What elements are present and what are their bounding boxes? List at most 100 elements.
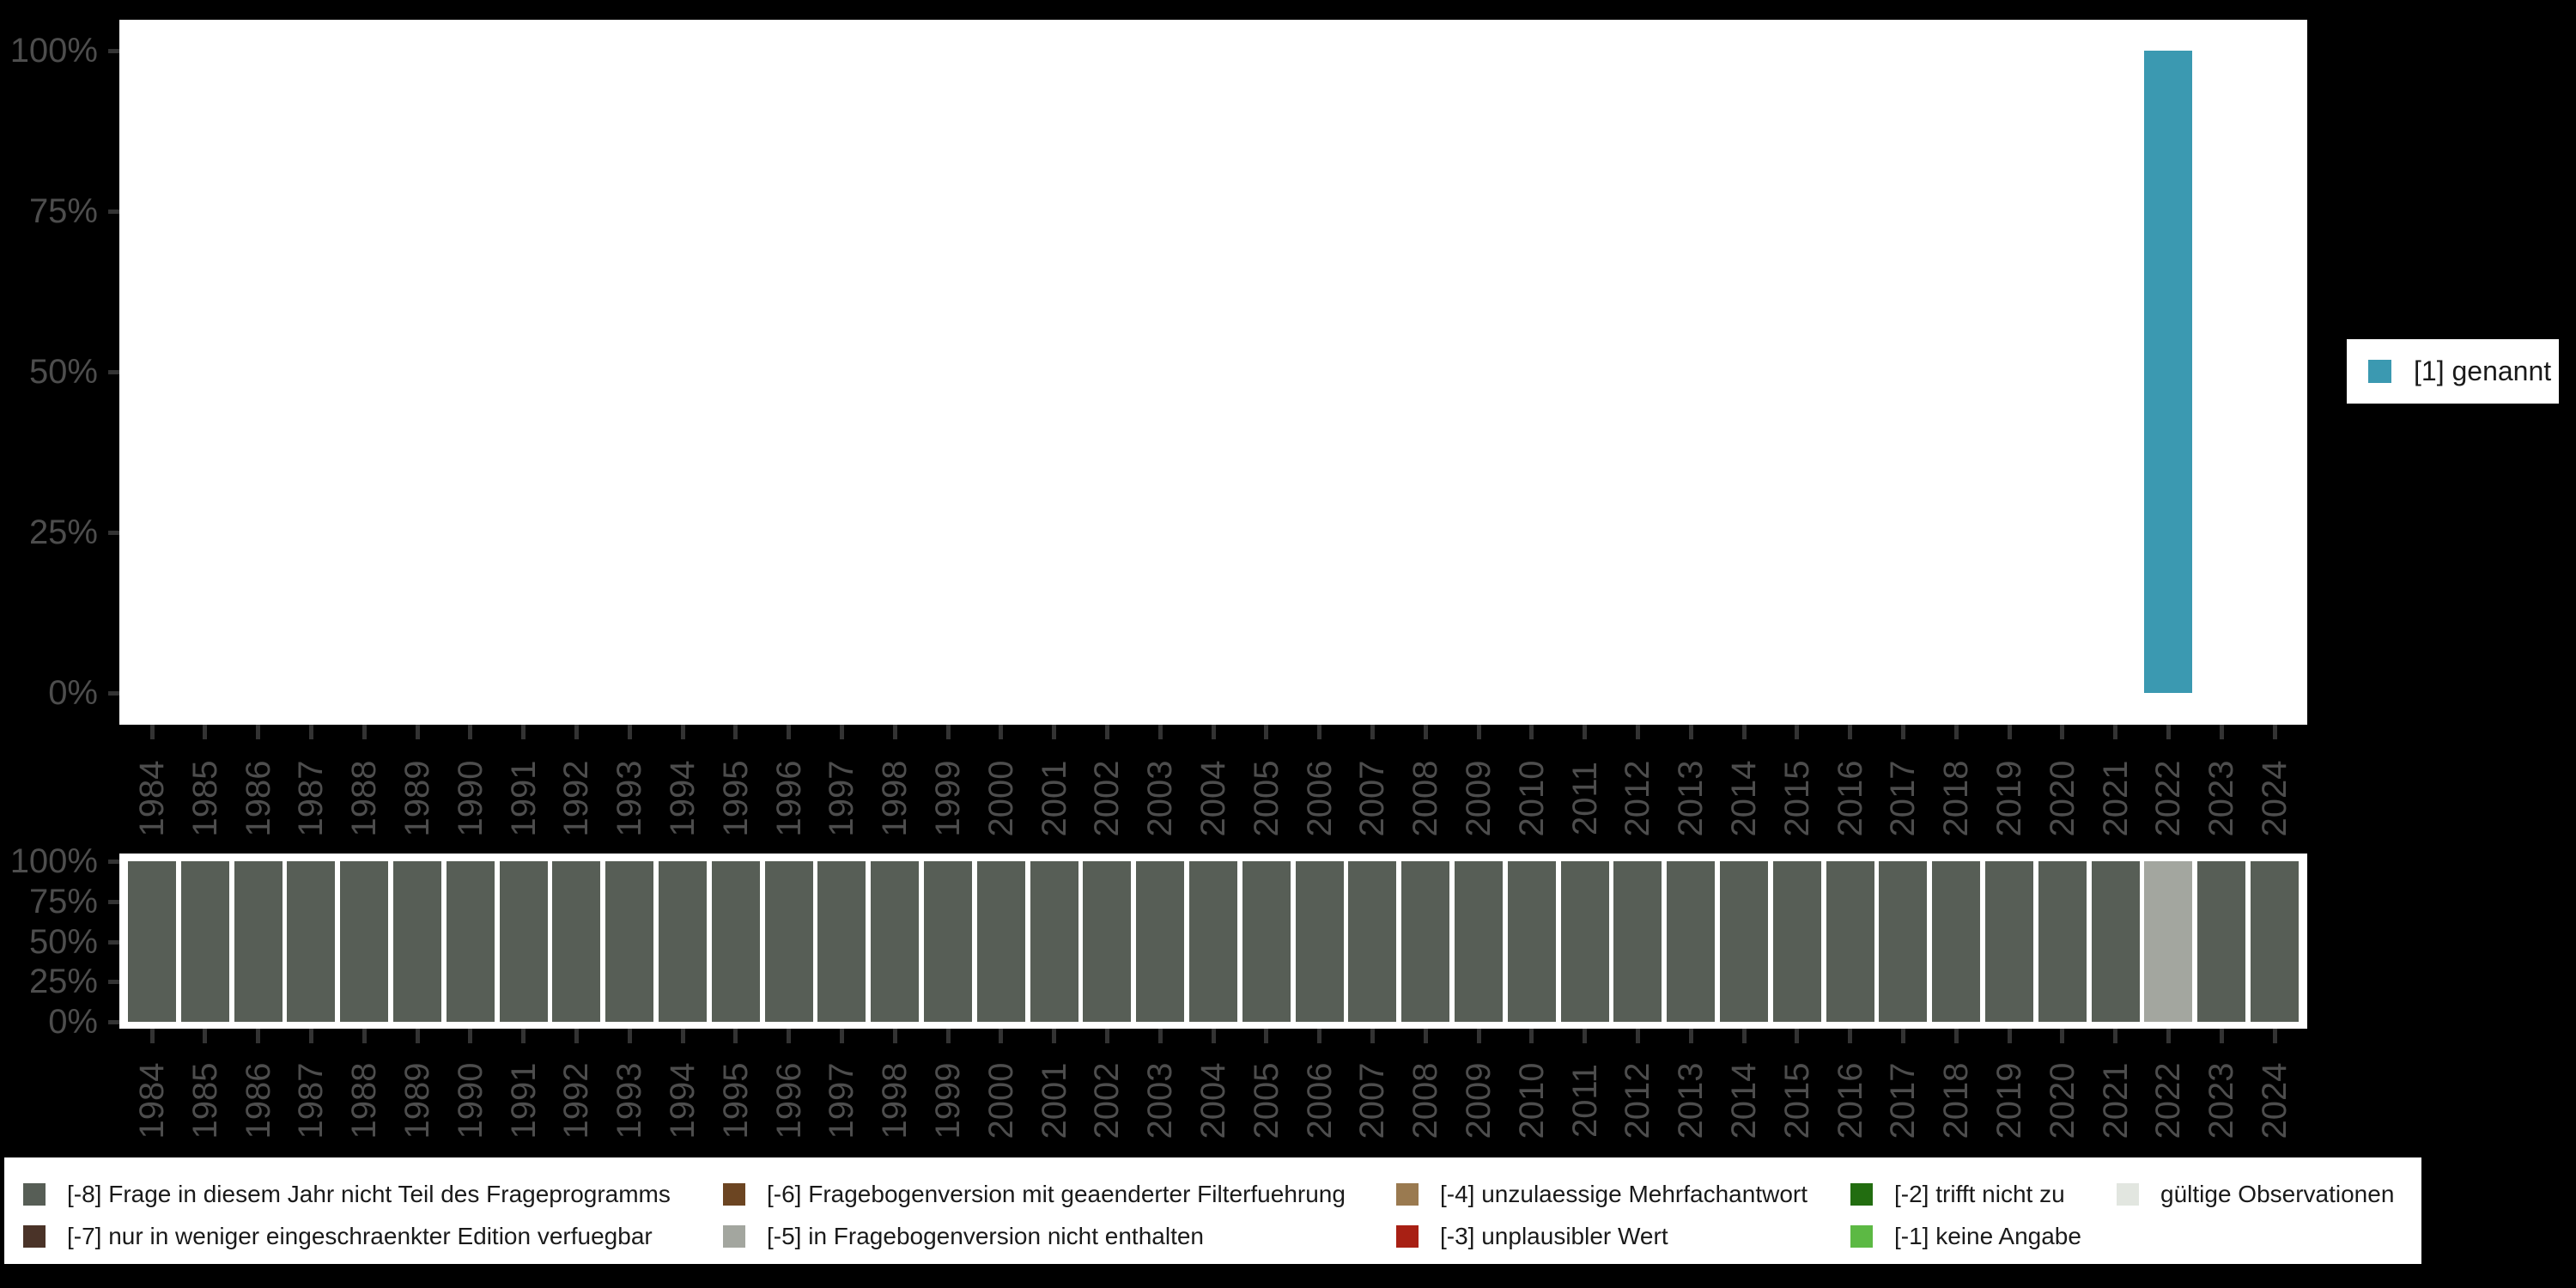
x-tick [2113, 725, 2118, 739]
x-tick-label: 2016 [1831, 760, 1869, 837]
x-tick [999, 1029, 1004, 1043]
missing-bar-2019 [1985, 861, 2033, 1022]
x-tick [733, 725, 738, 739]
x-tick-label: 2002 [1088, 760, 1127, 837]
legend-swatch--6 [723, 1183, 745, 1206]
x-tick-label: 2012 [1619, 1062, 1657, 1139]
x-tick-label: 1986 [239, 760, 277, 837]
legend-swatch--5 [723, 1225, 745, 1248]
x-tick [256, 725, 261, 739]
y-tick-label: 25% [28, 513, 98, 551]
x-tick [256, 1029, 261, 1043]
legend-item--5: [-5] in Fragebogenversion nicht enthalte… [723, 1223, 1204, 1249]
x-tick-label: 2010 [1512, 760, 1551, 837]
x-tick-label: 2023 [2202, 1062, 2241, 1139]
legend-swatch--1 [1850, 1225, 1873, 1248]
x-tick [892, 1029, 897, 1043]
x-tick [1953, 725, 1959, 739]
x-tick [1476, 725, 1481, 739]
x-tick [733, 1029, 738, 1043]
x-tick-label: 2017 [1884, 1062, 1923, 1139]
missing-bar-1991 [499, 861, 548, 1022]
missing-bar-2009 [1455, 861, 1503, 1022]
x-tick [574, 725, 579, 739]
y-tick [108, 370, 119, 374]
x-tick-label: 2009 [1460, 1062, 1498, 1139]
x-tick [892, 725, 897, 739]
legend-item--3: [-3] unplausibler Wert [1396, 1223, 1668, 1249]
missing-bar-1986 [234, 861, 283, 1022]
x-tick [203, 1029, 208, 1043]
x-tick-label: 2019 [1990, 760, 2028, 837]
x-tick [1052, 725, 1057, 739]
x-tick-label: 2021 [2096, 1062, 2135, 1139]
missing-bar-2010 [1507, 861, 1556, 1022]
x-tick-label: 1999 [929, 760, 967, 837]
x-tick-label: 2003 [1141, 1062, 1180, 1139]
x-tick-label: 1992 [557, 1062, 596, 1139]
top-chart-panel [119, 20, 2307, 725]
missing-bar-1988 [340, 861, 389, 1022]
y-tick-label: 100% [9, 32, 98, 70]
x-tick [1211, 1029, 1216, 1043]
missing-bar-2023 [2197, 861, 2246, 1022]
x-tick [1157, 1029, 1163, 1043]
x-tick-label: 1992 [557, 760, 596, 837]
x-tick-label: 2011 [1565, 1064, 1604, 1139]
x-tick-label: 2023 [2202, 760, 2241, 837]
missing-bar-1990 [446, 861, 495, 1022]
y-tick-label: 25% [28, 963, 98, 1000]
missing-bar-2020 [2038, 861, 2087, 1022]
x-tick [1211, 725, 1216, 739]
x-tick [149, 725, 155, 739]
legend-label-valid: gültige Observationen [2160, 1181, 2395, 1207]
x-tick-label: 1998 [876, 760, 914, 837]
x-tick [787, 725, 792, 739]
x-tick [1900, 1029, 1905, 1043]
x-tick-label: 2014 [1725, 1062, 1763, 1139]
x-tick [1635, 725, 1640, 739]
missing-bar-2003 [1136, 861, 1185, 1022]
bar-2022 [2144, 51, 2193, 693]
missing-bar-1998 [871, 861, 920, 1022]
x-tick-label: 1990 [451, 1062, 489, 1139]
x-tick-label: 2011 [1565, 762, 1604, 836]
x-tick-label: 1987 [292, 760, 331, 837]
x-tick-label: 2019 [1990, 1062, 2028, 1139]
missing-bar-1989 [393, 861, 441, 1022]
y-tick [108, 691, 119, 696]
y-tick [108, 531, 119, 535]
x-tick-label: 2007 [1353, 1062, 1392, 1139]
y-tick-label: 75% [28, 192, 98, 230]
missing-bar-2001 [1030, 861, 1078, 1022]
x-tick-label: 1994 [664, 1062, 702, 1139]
x-tick [1317, 1029, 1322, 1043]
y-tick [108, 980, 119, 984]
x-tick [787, 1029, 792, 1043]
missing-bar-2015 [1772, 861, 1821, 1022]
missing-bar-2016 [1826, 861, 1874, 1022]
missing-bar-1996 [764, 861, 813, 1022]
y-tick-label: 100% [9, 842, 98, 880]
missing-bar-1987 [287, 861, 336, 1022]
x-tick [1104, 725, 1109, 739]
x-tick [1741, 1029, 1747, 1043]
legend-label--5: [-5] in Fragebogenversion nicht enthalte… [767, 1223, 1204, 1249]
y-tick [108, 860, 119, 864]
missing-bar-2017 [1879, 861, 1928, 1022]
x-tick [308, 1029, 313, 1043]
x-tick-label: 2002 [1088, 1062, 1127, 1139]
legend-item--7: [-7] nur in weniger eingeschraenkter Edi… [23, 1223, 653, 1249]
x-tick [1795, 725, 1800, 739]
x-tick-label: 1985 [185, 760, 224, 837]
x-tick-label: 1999 [929, 1062, 967, 1139]
x-tick [2113, 1029, 2118, 1043]
missing-bar-2007 [1348, 861, 1397, 1022]
x-tick [203, 725, 208, 739]
x-tick [2219, 1029, 2224, 1043]
x-tick [1529, 1029, 1534, 1043]
x-tick-label: 1988 [345, 1062, 384, 1139]
missing-codes-legend: [-8] Frage in diesem Jahr nicht Teil des… [4, 1157, 2421, 1264]
x-tick-label: 2024 [2256, 1062, 2293, 1139]
y-tick [108, 900, 119, 904]
